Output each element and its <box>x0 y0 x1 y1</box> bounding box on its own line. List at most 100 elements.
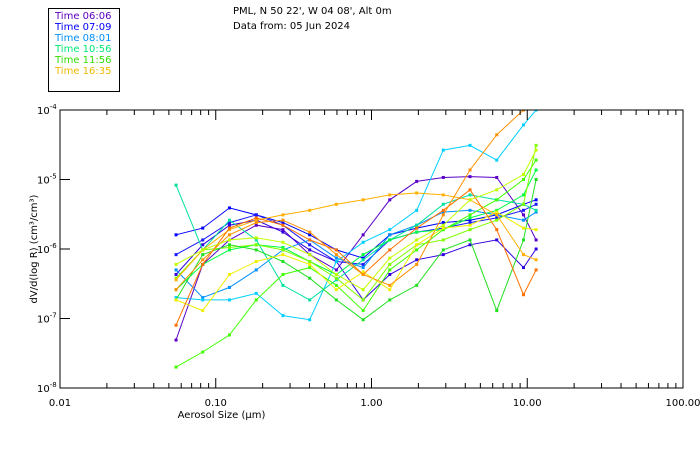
data-point <box>361 266 365 270</box>
data-point <box>308 318 312 322</box>
data-point <box>281 223 285 227</box>
data-point <box>308 230 312 234</box>
data-point <box>534 238 538 242</box>
data-point <box>227 226 231 230</box>
data-point <box>361 258 365 262</box>
data-point <box>468 175 472 179</box>
y-tick-base: 10 <box>37 315 50 326</box>
data-point <box>495 213 499 217</box>
data-point <box>388 262 392 266</box>
data-point <box>521 208 525 212</box>
data-point <box>334 256 338 260</box>
data-point <box>308 243 312 247</box>
data-point <box>534 178 538 181</box>
data-point <box>174 365 178 369</box>
series-line <box>175 192 537 281</box>
data-point <box>468 243 472 247</box>
data-point <box>201 350 205 354</box>
data-point <box>495 228 499 232</box>
data-point <box>468 193 472 197</box>
data-point <box>534 247 538 251</box>
data-point <box>361 309 365 313</box>
data-point <box>495 188 499 192</box>
data-point <box>388 233 392 237</box>
legend-item: Time 06:06 <box>55 11 112 22</box>
data-point <box>281 260 285 264</box>
data-point <box>201 262 205 266</box>
data-point <box>254 243 258 247</box>
y-tick-base: 10 <box>37 176 50 187</box>
data-point <box>227 333 231 337</box>
data-point <box>334 272 338 276</box>
data-point <box>308 262 312 266</box>
data-point <box>415 179 419 183</box>
data-point <box>495 198 499 202</box>
data-point <box>388 238 392 242</box>
data-point <box>201 253 205 257</box>
data-point <box>281 218 285 222</box>
data-point <box>388 248 392 252</box>
data-point <box>227 272 231 276</box>
y-tick-exponent: -7 <box>50 312 57 320</box>
data-point <box>334 276 338 280</box>
data-point <box>388 298 392 302</box>
data-point <box>308 253 312 257</box>
data-point <box>334 298 338 302</box>
data-point <box>254 236 258 240</box>
data-point <box>174 323 178 327</box>
data-point <box>534 228 538 232</box>
legend-item: Time 11:56 <box>55 55 112 66</box>
data-point <box>174 296 178 300</box>
data-point <box>534 110 538 112</box>
data-point <box>281 228 285 232</box>
data-point <box>227 206 231 210</box>
data-point <box>227 223 231 227</box>
data-point <box>174 233 178 237</box>
data-point <box>495 309 499 313</box>
data-point <box>468 208 472 212</box>
data-point <box>201 309 205 313</box>
data-point <box>388 228 392 232</box>
data-point <box>468 143 472 147</box>
data-point <box>415 238 419 242</box>
data-point <box>281 253 285 257</box>
data-point <box>334 202 338 206</box>
data-point <box>361 298 365 302</box>
data-point <box>334 253 338 257</box>
data-point <box>521 173 525 177</box>
y-tick-label: 10-4 <box>37 103 57 117</box>
data-point <box>534 210 538 214</box>
data-point <box>281 230 285 234</box>
data-point <box>495 238 499 242</box>
data-point <box>254 268 258 272</box>
data-point <box>468 216 472 220</box>
data-point <box>254 223 258 227</box>
data-point <box>361 262 365 266</box>
y-tick-label: 10-8 <box>37 381 57 395</box>
data-point <box>281 314 285 318</box>
data-point <box>388 268 392 272</box>
data-point <box>468 213 472 217</box>
y-axis-label: dV/d(log R) (cm³/cm³) <box>29 194 40 303</box>
data-point <box>281 213 285 217</box>
data-point <box>415 243 419 247</box>
data-point <box>495 208 499 212</box>
data-point <box>495 216 499 220</box>
data-point <box>227 246 231 250</box>
data-point <box>521 123 525 127</box>
data-point <box>201 296 205 300</box>
data-point <box>521 213 525 217</box>
data-point <box>441 226 445 230</box>
y-tick-base: 10 <box>37 384 50 395</box>
data-point <box>361 233 365 237</box>
legend-item: Time 08:01 <box>55 33 112 44</box>
data-point <box>415 223 419 227</box>
data-point <box>415 230 419 234</box>
data-point <box>254 221 258 225</box>
data-point <box>468 238 472 242</box>
data-point <box>227 243 231 247</box>
data-point <box>361 240 365 244</box>
data-point <box>227 298 231 302</box>
data-point <box>388 288 392 292</box>
data-point <box>388 198 392 202</box>
